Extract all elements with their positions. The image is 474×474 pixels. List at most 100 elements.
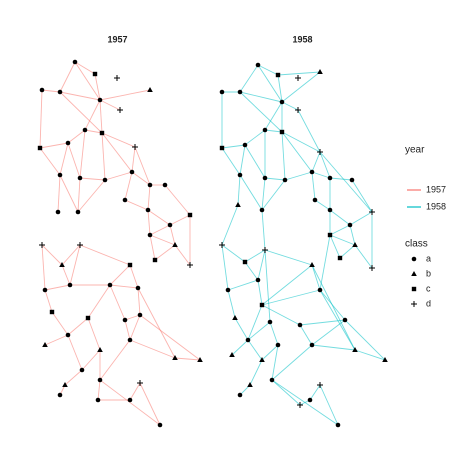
edge — [227, 289, 236, 319]
node — [107, 282, 113, 288]
node — [114, 75, 120, 81]
node — [77, 242, 83, 248]
node — [349, 177, 355, 183]
node — [262, 127, 268, 133]
edge — [314, 199, 331, 211]
node — [219, 145, 225, 151]
edge — [147, 184, 151, 211]
node — [369, 209, 375, 215]
edge — [239, 174, 263, 211]
node — [347, 222, 353, 228]
node — [327, 175, 333, 181]
edge — [139, 382, 161, 426]
edge — [67, 129, 86, 144]
node — [255, 277, 261, 283]
edge — [131, 146, 136, 173]
node — [152, 257, 158, 263]
node — [55, 209, 61, 215]
edge — [169, 224, 176, 246]
edge — [244, 129, 266, 146]
edge — [97, 379, 101, 401]
node — [219, 242, 225, 248]
legend-label: a — [426, 253, 431, 263]
node — [72, 59, 78, 65]
legend-key — [411, 286, 417, 292]
edge — [87, 317, 101, 351]
edge — [261, 289, 321, 306]
edge — [81, 349, 101, 371]
node — [237, 392, 243, 398]
legend-key — [411, 256, 417, 262]
node — [295, 107, 301, 113]
edge — [39, 147, 61, 176]
node — [369, 265, 375, 271]
node — [317, 69, 323, 74]
edge — [99, 379, 161, 426]
edge — [149, 234, 156, 261]
edge — [124, 319, 131, 341]
node — [245, 337, 251, 343]
edge — [271, 344, 313, 381]
edge — [131, 171, 151, 186]
edge — [319, 234, 331, 291]
edge — [231, 339, 249, 356]
edge — [257, 64, 279, 76]
edge — [221, 144, 246, 149]
node — [232, 315, 238, 320]
edge — [59, 61, 76, 93]
edge — [59, 142, 69, 176]
edge — [261, 264, 313, 306]
node — [317, 287, 323, 293]
edge — [257, 64, 283, 103]
node — [92, 71, 98, 77]
edge — [94, 73, 101, 101]
shape-legend-title: class — [405, 239, 428, 250]
edge — [87, 284, 111, 319]
node — [255, 62, 261, 68]
node — [95, 397, 101, 403]
edge — [297, 109, 321, 153]
edge — [319, 384, 339, 426]
node — [77, 175, 83, 181]
edge — [354, 244, 373, 269]
edge — [319, 289, 356, 351]
node — [259, 357, 265, 362]
edge — [149, 224, 171, 236]
node — [57, 172, 63, 178]
edge — [221, 244, 246, 263]
edge — [299, 324, 313, 346]
edge — [61, 244, 81, 266]
edge — [261, 177, 266, 211]
node — [307, 397, 313, 403]
node — [132, 144, 138, 150]
edge — [277, 74, 283, 103]
node — [247, 382, 253, 387]
node — [147, 87, 153, 92]
edge — [244, 249, 266, 263]
edge — [101, 132, 136, 148]
edge — [149, 234, 176, 246]
edge — [281, 131, 286, 181]
edge — [174, 244, 191, 266]
facet-title: 1957 — [107, 34, 127, 44]
edge — [264, 177, 286, 181]
node — [147, 182, 153, 188]
edge — [84, 129, 103, 134]
edge — [281, 131, 321, 153]
edge — [271, 379, 301, 406]
edge — [261, 209, 266, 251]
node — [172, 242, 178, 247]
edge — [311, 151, 321, 173]
node — [242, 142, 248, 148]
node — [122, 317, 128, 323]
edge — [99, 339, 131, 381]
node — [117, 107, 123, 113]
node — [57, 392, 63, 398]
edge — [109, 264, 131, 286]
edge — [59, 91, 101, 101]
edge — [57, 174, 61, 213]
edge — [39, 142, 69, 149]
edge — [59, 91, 103, 134]
edge — [67, 317, 89, 336]
